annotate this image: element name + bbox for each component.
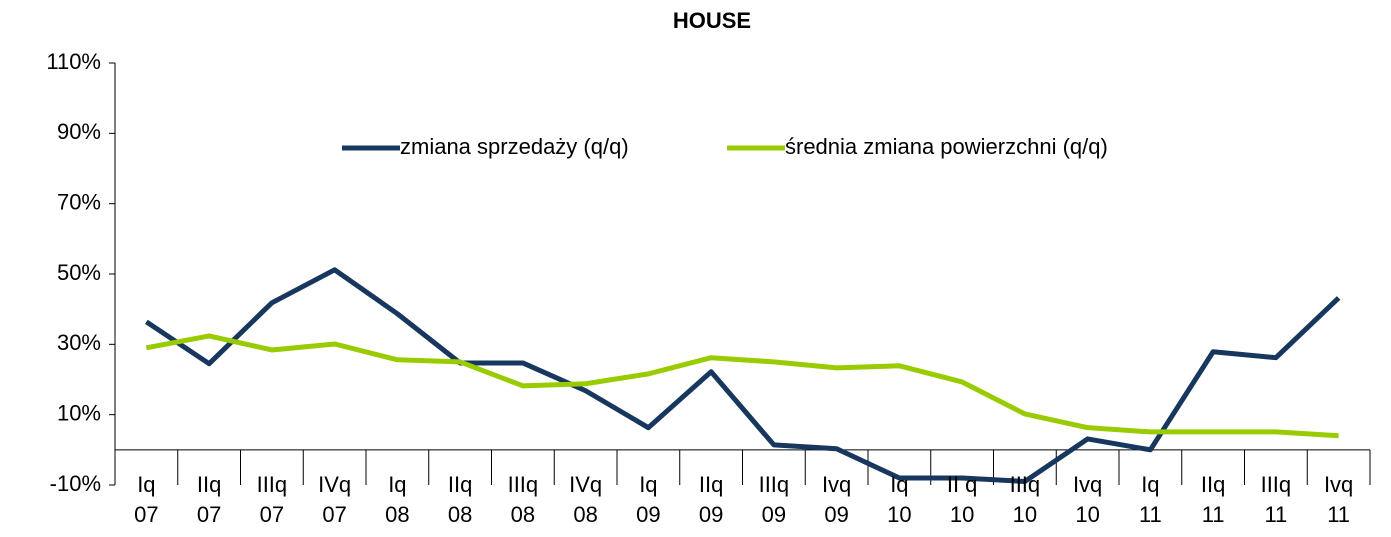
x-tick-label: II q 10 (946, 472, 978, 527)
y-tick-label: 50% (57, 260, 101, 285)
y-tick-label: 90% (57, 119, 101, 144)
y-tick-label: -10% (50, 471, 101, 496)
x-tick-label: Ivq 09 (821, 472, 852, 527)
x-tick-label: Iq 07 (134, 472, 159, 527)
y-tick-label: 10% (57, 400, 101, 425)
x-tick-label: IIq 07 (196, 472, 222, 527)
x-tick-label: IIIq 11 (1260, 472, 1292, 527)
x-tick-label: Iq 11 (1138, 472, 1162, 527)
legend-label: zmiana sprzedaży (q/q) (400, 134, 629, 159)
x-tick-label: Iq 08 (385, 472, 410, 527)
x-tick-label: IVq 07 (318, 472, 352, 527)
x-tick-label: IIIq 07 (256, 472, 288, 527)
x-tick-label: IIq 09 (698, 472, 724, 527)
x-tick-label: Ivq 10 (1072, 472, 1103, 527)
x-tick-label: IIq 08 (447, 472, 473, 527)
x-tick-label: IVq 08 (569, 472, 603, 527)
line-series (145, 333, 1339, 439)
x-tick-label: IIIq 08 (507, 472, 539, 527)
x-tick-label: Ivq 11 (1323, 472, 1354, 527)
x-tick-label: Iq 09 (636, 472, 661, 527)
x-tick-label: IIIq 10 (1009, 472, 1041, 527)
y-tick-label: 110% (46, 49, 101, 74)
y-tick-label: 30% (57, 330, 101, 355)
legend-label: średnia zmiana powierzchni (q/q) (785, 134, 1108, 159)
x-tick-label: IIIq 09 (758, 472, 790, 527)
y-tick-label: 70% (57, 189, 101, 214)
line-series (144, 267, 1341, 484)
x-tick-label: Iq 10 (887, 472, 912, 527)
chart-title: HOUSE (673, 8, 751, 33)
x-tick-label: IIq 11 (1200, 472, 1226, 527)
